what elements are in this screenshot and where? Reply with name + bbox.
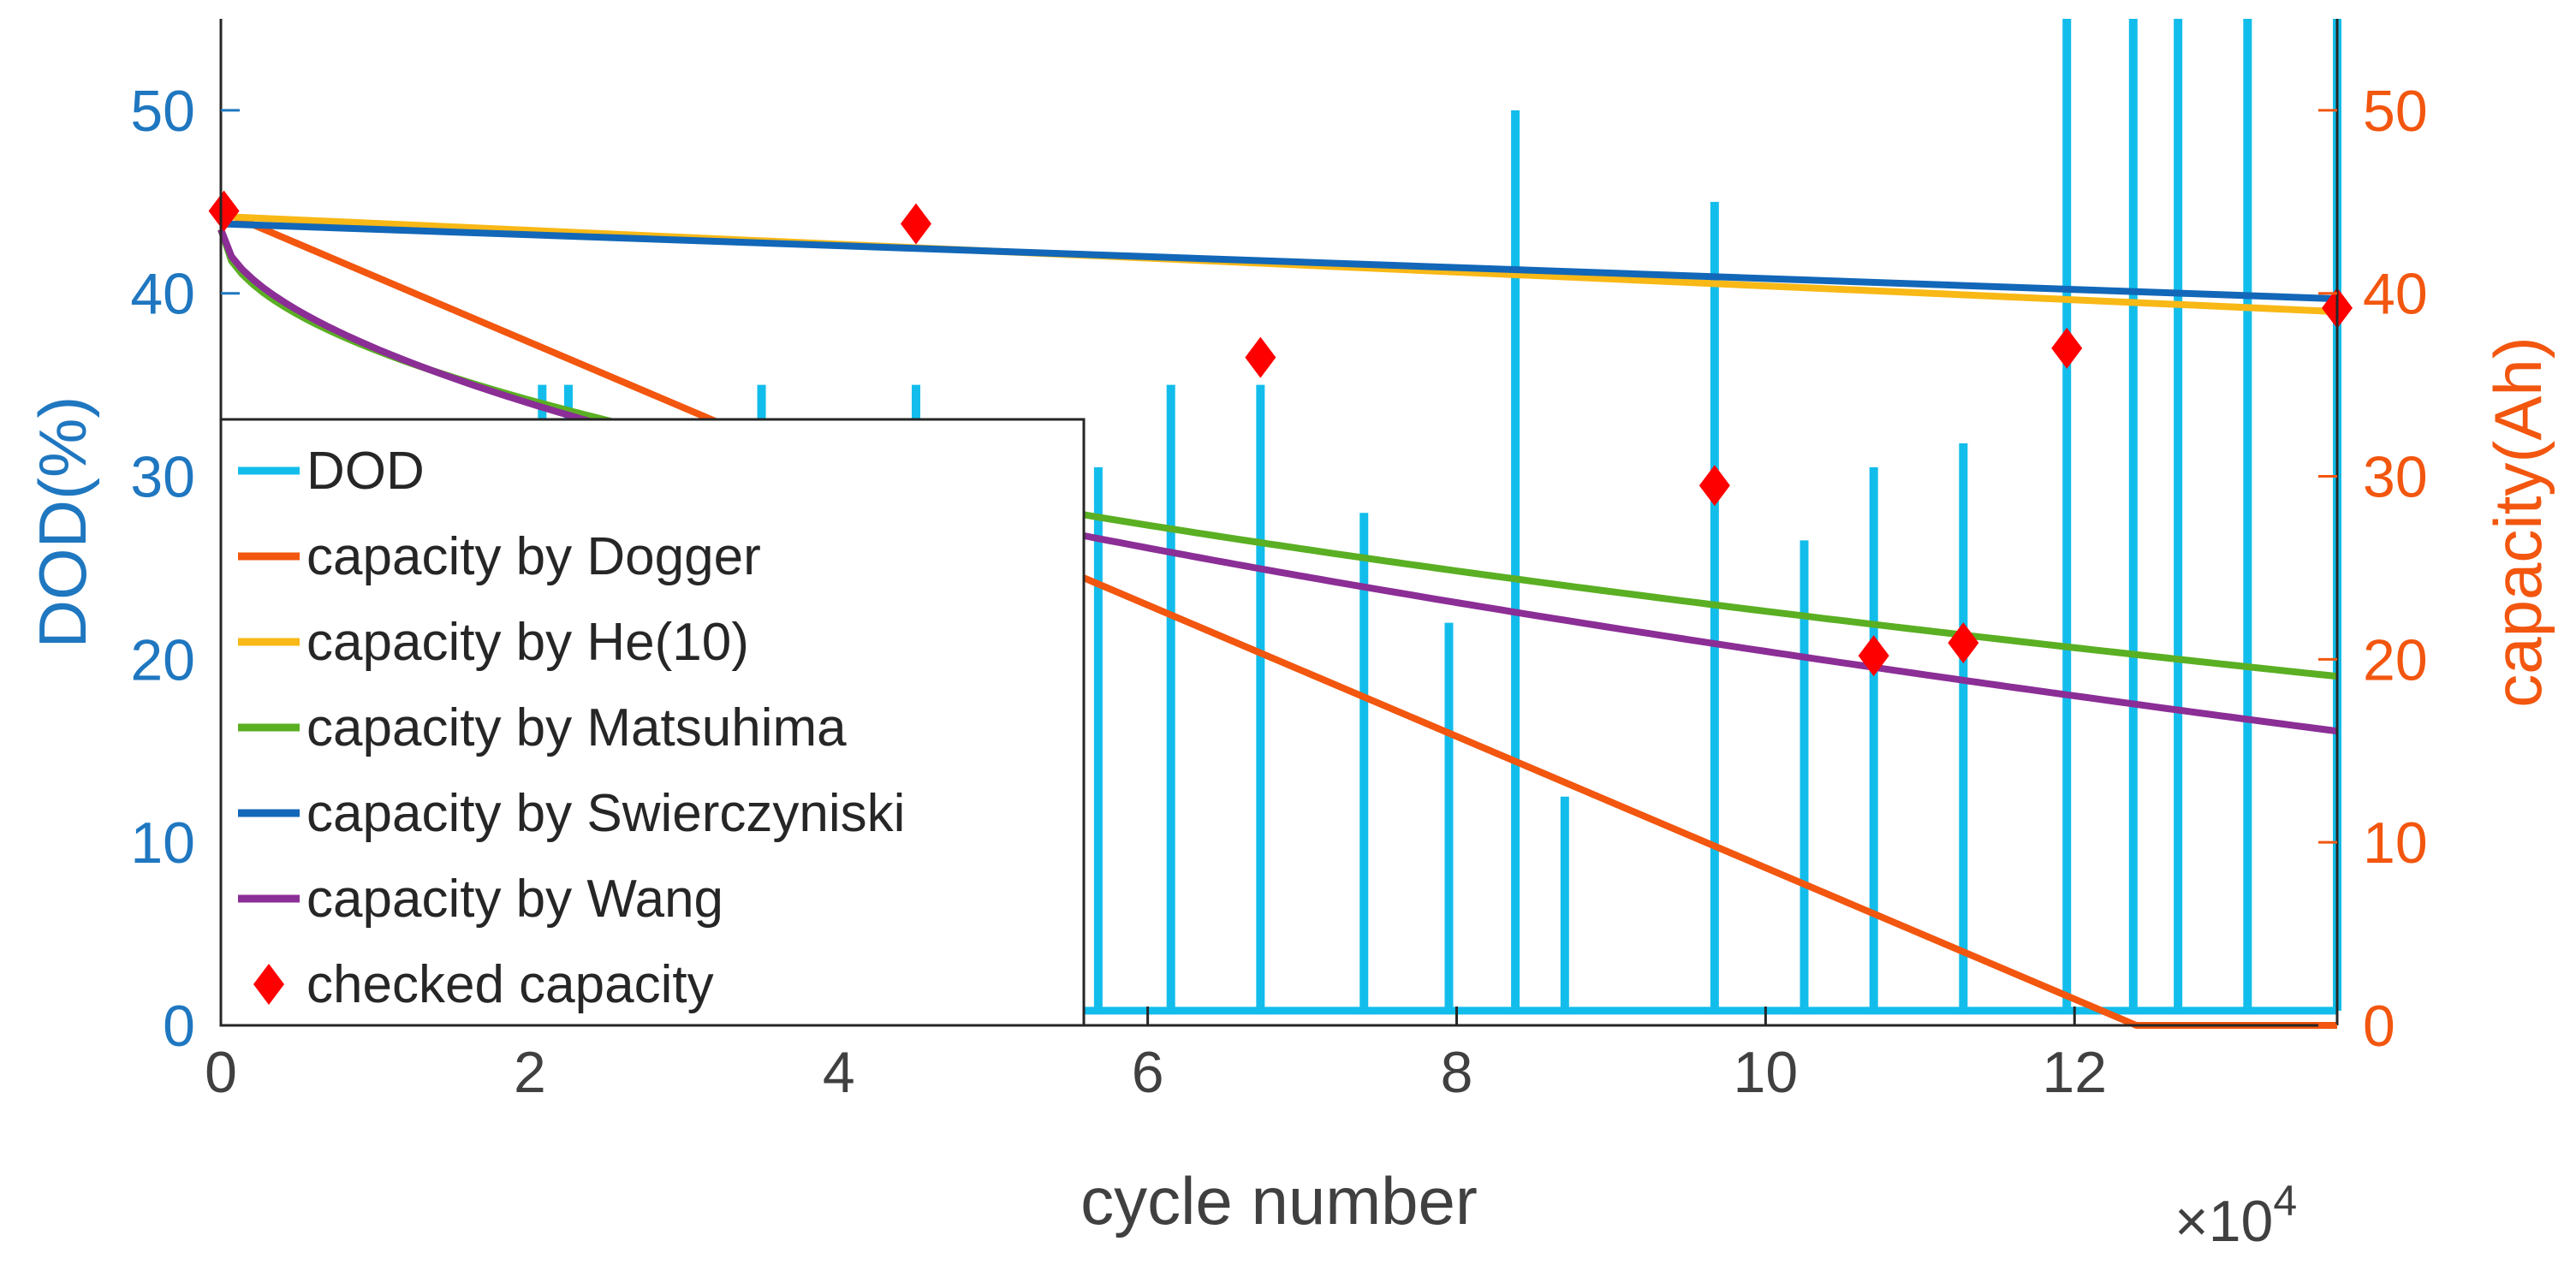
legend-swatch xyxy=(253,964,284,1005)
checked-capacity-marker xyxy=(1245,336,1276,378)
x-tick-label: 4 xyxy=(823,1040,855,1105)
x-tick-label: 8 xyxy=(1441,1040,1473,1105)
y-left-tick-label: 30 xyxy=(130,445,195,510)
series-line-capacity-by-matsuhima xyxy=(217,228,2338,680)
legend-label: capacity by Wang xyxy=(306,870,723,929)
series-line-capacity-by-swierczyniski xyxy=(220,220,2338,303)
x-tick-label: 2 xyxy=(514,1040,546,1105)
y-right-tick-label: 0 xyxy=(2363,994,2395,1059)
checked-capacity-marker xyxy=(208,190,240,232)
y-right-tick-label: 40 xyxy=(2363,262,2428,327)
legend-label: capacity by Dogger xyxy=(306,527,761,586)
y-left-tick-label: 50 xyxy=(130,79,195,144)
y-left-tick-label: 10 xyxy=(130,811,195,876)
checked-capacity-marker xyxy=(900,203,931,245)
checked-capacity-marker xyxy=(1948,622,1979,664)
y-left-tick-label: 0 xyxy=(163,994,195,1059)
x-axis-label: cycle number xyxy=(1080,1163,1478,1238)
y-right-axis-label: capacity(Ah) xyxy=(2480,336,2555,708)
legend-label: checked capacity xyxy=(306,955,714,1014)
legend-label: capacity by Matsuhima xyxy=(306,698,847,757)
legend-label: DOD xyxy=(306,442,425,501)
checked-capacity-marker xyxy=(1698,465,1730,507)
y-right-tick-label: 30 xyxy=(2363,445,2428,510)
y-right-tick-label: 20 xyxy=(2363,627,2428,692)
checked-capacity-marker xyxy=(1858,635,1889,677)
x-tick-label: 0 xyxy=(205,1040,237,1105)
x-tick-label: 10 xyxy=(1734,1040,1799,1105)
y-right-tick-label: 10 xyxy=(2363,811,2428,876)
legend-label: capacity by Swierczyniski xyxy=(306,784,905,843)
y-left-axis-label: DOD(%) xyxy=(25,396,100,649)
y-right-ticks: 0 10 20 30 40 50 xyxy=(2318,79,2428,1059)
x-tick-label: 12 xyxy=(2042,1040,2107,1105)
x-ticks: 0 2 4 6 8 10 12 xyxy=(205,1007,2107,1105)
y-left-tick-label: 40 xyxy=(130,262,195,327)
legend-box xyxy=(219,418,1086,1027)
x-multiplier: ×104 xyxy=(2174,1177,2297,1254)
y-left-tick-label: 20 xyxy=(130,627,195,692)
legend-label: capacity by He(10) xyxy=(306,613,749,672)
legend-items: DOD capacity by Dogger capacity by He(10) c… xyxy=(238,442,905,1014)
legend: DOD capacity by Dogger capacity by He(10) c… xyxy=(219,418,1086,1027)
y-right-tick-label: 50 xyxy=(2363,79,2428,144)
x-tick-label: 6 xyxy=(1132,1040,1164,1105)
checked-capacity-marker xyxy=(2051,327,2083,369)
series-line-capacity-by-wang xyxy=(217,228,2338,735)
